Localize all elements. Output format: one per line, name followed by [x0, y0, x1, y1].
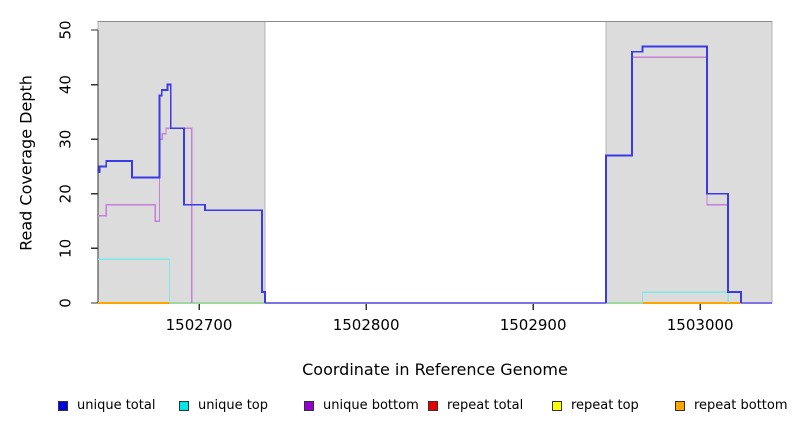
y-tick-label: 30 [57, 130, 75, 149]
series-line-unique-total [605, 45, 742, 303]
x-tick-label: 1502900 [500, 316, 567, 334]
legend-item-unique-top: unique top [179, 399, 268, 412]
legend-label: unique total [77, 398, 156, 413]
legend-swatch-repeat-total [428, 400, 438, 411]
legend-label: repeat top [571, 398, 639, 413]
legend-swatch-unique-bottom [304, 400, 314, 411]
legend-item-repeat-bottom: repeat bottom [675, 399, 788, 412]
legend-item-unique-bottom: unique bottom [304, 399, 419, 412]
series-line-unique-total [98, 83, 266, 303]
legend-item-unique-total: unique total [58, 399, 155, 412]
legend-swatch-unique-total [58, 400, 68, 411]
legend-swatch-unique-top [179, 400, 189, 411]
legend-label: unique bottom [323, 398, 419, 413]
y-tick-label: 10 [57, 239, 75, 258]
legend-item-repeat-total: repeat total [428, 399, 523, 412]
shaded-region [97, 21, 266, 304]
series-line-unique-top [641, 291, 729, 303]
legend-item-repeat-top: repeat top [552, 399, 639, 412]
legend-label: unique top [198, 398, 269, 413]
x-tick-label: 1502800 [333, 316, 400, 334]
shaded-region [605, 21, 773, 304]
y-tick-label: 20 [57, 184, 75, 203]
x-tick-label: 1503000 [667, 316, 734, 334]
series-line-unique-top [98, 258, 171, 303]
y-tick-label: 50 [57, 20, 75, 39]
x-axis-title: Coordinate in Reference Genome [302, 360, 568, 379]
legend-swatch-repeat-bottom [675, 400, 685, 411]
y-axis-title: Read Coverage Depth [16, 75, 36, 251]
legend-swatch-repeat-top [552, 400, 562, 411]
legend-label: repeat bottom [694, 398, 788, 413]
y-tick-label: 0 [57, 298, 75, 308]
legend-label: repeat total [447, 398, 524, 413]
x-tick-label: 1502700 [166, 316, 233, 334]
y-tick-label: 40 [57, 75, 75, 94]
